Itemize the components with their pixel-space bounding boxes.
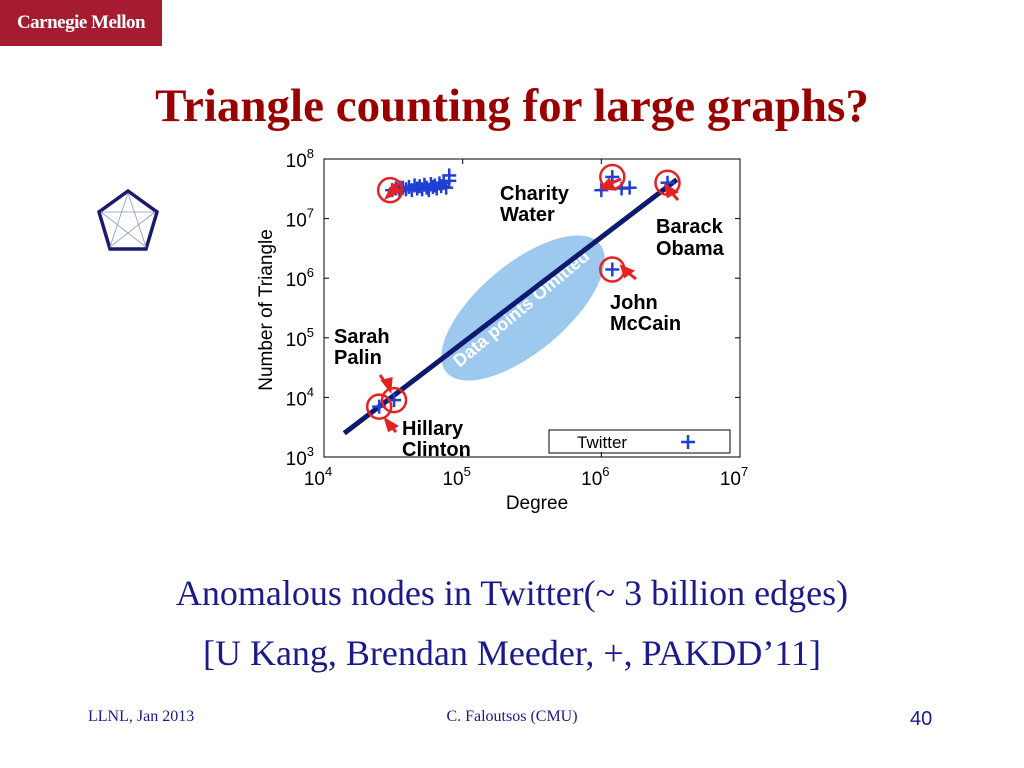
footer-event: LLNL, Jan 2013 bbox=[88, 708, 195, 725]
mccain-label-2: McCain bbox=[610, 313, 681, 335]
trend-line-group bbox=[342, 177, 679, 436]
x-tick-label: 106 bbox=[581, 464, 609, 490]
anomaly-circle bbox=[376, 176, 404, 204]
y-tick-label: 106 bbox=[286, 265, 314, 291]
legend: Twitter bbox=[548, 429, 731, 454]
y-tick-label: 103 bbox=[286, 444, 314, 470]
legend-marker bbox=[681, 435, 695, 449]
slide-title: Triangle counting for large graphs? bbox=[155, 80, 869, 132]
carnegie-mellon-logo: Carnegie Mellon bbox=[0, 0, 162, 46]
y-axis-label: Number of Triangle bbox=[256, 229, 277, 391]
anomaly-circle bbox=[380, 386, 408, 414]
pentagon-graph-icon bbox=[96, 188, 160, 251]
anomaly-labels: Charity Water Barack Obama John McCain S… bbox=[334, 183, 725, 461]
clinton-label-1: Hillary bbox=[402, 418, 464, 440]
caption-anomalous-nodes: Anomalous nodes in Twitter(~ 3 billion e… bbox=[175, 573, 849, 613]
x-tick-label: 107 bbox=[720, 464, 748, 490]
caption-citation: [U Kang, Brendan Meeder, +, PAKDD’11] bbox=[202, 633, 822, 673]
x-axis-label: Degree bbox=[506, 493, 568, 514]
data-point bbox=[594, 183, 609, 198]
footer-author: C. Faloutsos (CMU) bbox=[446, 708, 578, 725]
x-tick-label: 104 bbox=[304, 464, 332, 490]
data-point bbox=[622, 180, 637, 195]
annotation-arrows bbox=[378, 177, 680, 433]
palin-label-2: Palin bbox=[334, 347, 382, 369]
data-point bbox=[439, 180, 454, 195]
triangle-degree-scatter-chart: Number of Triangle Degree Twitter Data p… bbox=[256, 146, 748, 514]
plot-frame bbox=[323, 158, 741, 458]
clinton-label-2: Clinton bbox=[402, 439, 471, 461]
data-point bbox=[442, 168, 457, 183]
obama-label-2: Obama bbox=[656, 238, 725, 260]
y-tick-label: 108 bbox=[286, 146, 314, 172]
y-tick-label: 107 bbox=[286, 206, 314, 232]
charity-label-1: Charity bbox=[500, 183, 570, 205]
anomaly-circle bbox=[365, 393, 393, 420]
palin-label-1: Sarah bbox=[334, 326, 390, 348]
page-number: 40 bbox=[910, 708, 933, 730]
trend-line bbox=[342, 177, 679, 436]
y-tick-label: 104 bbox=[286, 384, 314, 410]
y-tick-label: 105 bbox=[286, 325, 314, 351]
mccain-label-1: John bbox=[610, 292, 658, 314]
legend-label: Twitter bbox=[577, 433, 627, 452]
x-tick-label: 105 bbox=[442, 464, 470, 490]
charity-label-2: Water bbox=[500, 204, 555, 226]
obama-label-1: Barack bbox=[656, 216, 724, 238]
data-point bbox=[605, 262, 620, 277]
